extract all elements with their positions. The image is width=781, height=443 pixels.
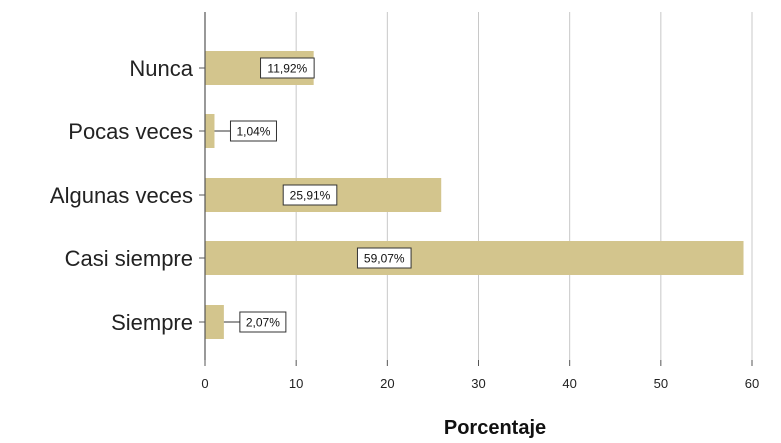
bar	[205, 305, 224, 339]
x-tick-label: 20	[380, 376, 394, 391]
category-label: Siempre	[111, 310, 193, 335]
bar	[205, 241, 744, 275]
category-label: Casi siempre	[65, 246, 193, 271]
data-label-text: 25,91%	[290, 189, 331, 203]
data-label-box	[282, 184, 338, 206]
data-label: 11,92%	[260, 57, 315, 79]
grid-lines	[295, 12, 753, 360]
data-label-text: 59,07%	[364, 252, 405, 266]
category-label: Nunca	[129, 56, 193, 81]
x-tick-label: 10	[289, 376, 303, 391]
data-labels: 11,92% 1,04% 25,91% 59,07% 2,07%	[214, 57, 412, 333]
category-label: Pocas veces	[68, 119, 193, 144]
data-label-text: 2,07%	[246, 316, 280, 330]
x-tick-label: 30	[471, 376, 485, 391]
axes: 0 10 20 30 40 50 60 Nunca Pocas veces Algunas vec…	[50, 12, 759, 391]
x-tick-label: 50	[654, 376, 668, 391]
data-label-box	[356, 247, 412, 269]
data-label: 25,91%	[282, 184, 338, 206]
data-label-box	[260, 57, 315, 79]
data-label: 2,07%	[223, 311, 287, 333]
bars	[205, 51, 744, 339]
category-label: Algunas veces	[50, 183, 193, 208]
data-label-text: 1,04%	[236, 125, 270, 139]
x-tick-label: 0	[201, 376, 208, 391]
x-axis-title: Porcentaje	[444, 417, 546, 439]
data-label: 1,04%	[214, 120, 277, 142]
data-label-text: 11,92%	[267, 62, 307, 76]
bar	[205, 114, 215, 148]
x-tick-label: 60	[745, 376, 759, 391]
data-label-box	[229, 120, 277, 142]
data-label-box	[239, 311, 287, 333]
x-tick-label: 40	[562, 376, 576, 391]
data-label: 59,07%	[356, 247, 412, 269]
